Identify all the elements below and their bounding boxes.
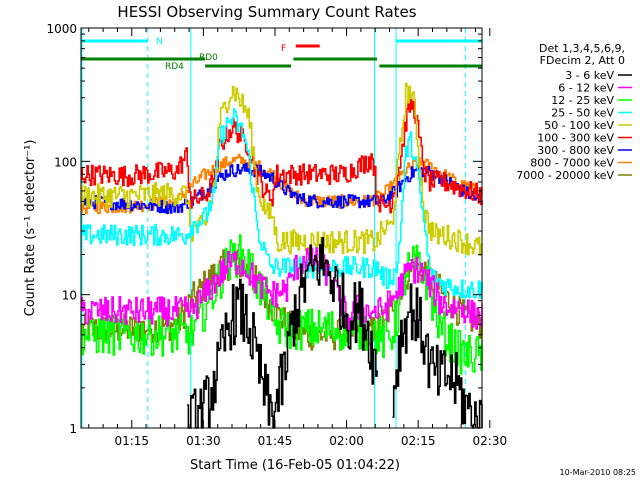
series-line [81,153,483,215]
state-bar-label: N [156,37,163,47]
state-bars: N RD4 RD0 F [81,37,482,72]
plot-area: N RD4 RD0 F [80,27,483,429]
legend-header: FDecim 2, Att 0 [540,54,625,67]
series-line [81,162,483,215]
legend-label: 300 - 800 keV [537,144,614,157]
y-tick-label: 100 [54,155,77,169]
state-bar-label: RD4 [165,62,184,72]
y-axis-label: Count Rate (s⁻¹ detector⁻¹) [23,140,38,317]
state-bar-label: RD0 [199,53,218,63]
legend-label: 25 - 50 keV [551,107,614,120]
legend-header: Det 1,3,4,5,6,9, [539,42,625,55]
legend: Det 1,3,4,5,6,9,FDecim 2, Att 0 3 - 6 keV… [516,42,632,182]
legend-label: 3 - 6 keV [565,69,614,82]
series-line [81,93,483,214]
y-tick-label: 1 [69,422,77,436]
series-line [81,108,483,299]
y-tick-label: 1000 [46,22,77,36]
plot-frame [80,27,483,429]
series-line [81,244,483,332]
x-tick-label: 01:45 [258,434,293,448]
footer-timestamp: 10-Mar-2010 08:25 [560,468,637,477]
chart-title: HESSI Observing Summary Count Rates [117,3,416,21]
x-axis-label: Start Time (16-Feb-05 01:04:22) [190,458,400,473]
y-axis: 1 10 100 1000 [46,22,482,436]
y-tick-label: 10 [62,289,77,303]
x-tick-label: 01:15 [114,434,149,448]
series-line [187,237,378,429]
legend-label: 6 - 12 keV [558,82,614,95]
legend-label: 7000 - 20000 keV [516,169,614,182]
x-tick-label: 02:30 [473,434,508,448]
legend-label: 50 - 100 keV [544,119,614,132]
series-layer [81,82,483,429]
x-tick-label: 02:00 [329,434,364,448]
series-line [392,283,483,429]
state-bar-label: F [281,44,286,54]
x-axis: 01:15 01:30 01:45 02:00 02:15 02:30 [88,28,508,448]
legend-label: 800 - 7000 keV [530,157,614,170]
x-tick-label: 01:30 [186,434,221,448]
x-tick-label: 02:15 [401,434,436,448]
legend-label: 100 - 300 keV [537,132,614,145]
series-line [81,82,483,257]
legend-label: 12 - 25 keV [551,94,614,107]
